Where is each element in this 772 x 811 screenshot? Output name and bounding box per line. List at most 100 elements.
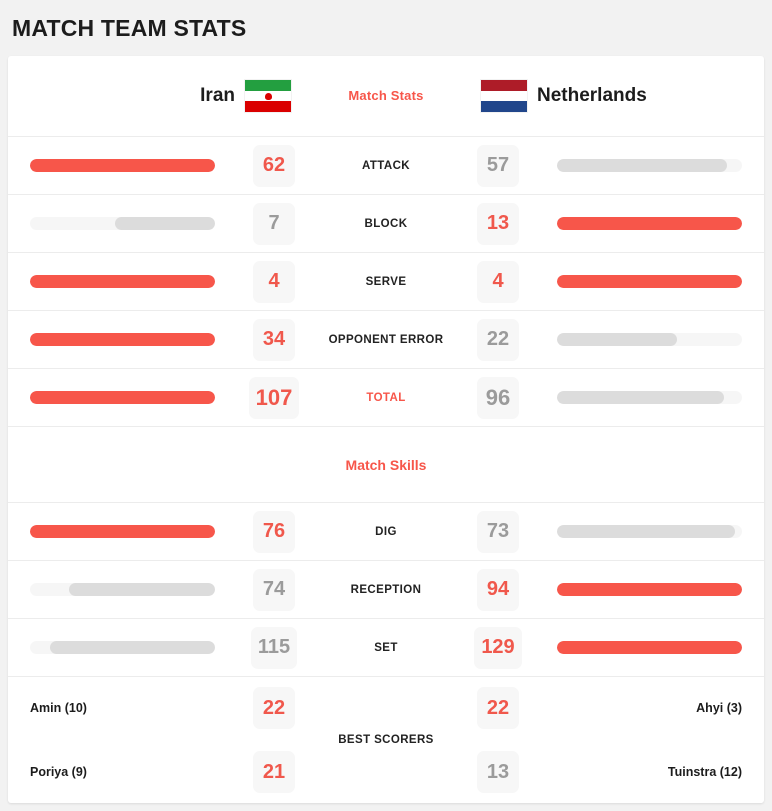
home-value-cell: 7 <box>237 202 311 245</box>
match-stats-label: Match Stats <box>348 88 424 103</box>
home-bar-cell <box>8 641 237 654</box>
stats-card: Iran Match Stats Netherlands 62 ATTACK 57 7… <box>8 56 764 803</box>
teams-header: Iran Match Stats Netherlands <box>8 56 764 137</box>
home-bar-cell <box>8 583 237 596</box>
away-bar-fill <box>557 391 724 404</box>
home-value-cell: 107 <box>237 376 311 419</box>
away-value-badge: 13 <box>477 202 519 245</box>
home-value-cell: 34 <box>237 318 311 361</box>
home-value-cell: 115 <box>237 626 311 669</box>
best-scorers-row: Amin (10) Poriya (9) 22 21 BEST SCORERS 22 13 A… <box>8 677 764 803</box>
home-bar-fill <box>30 525 215 538</box>
away-value-cell: 129 <box>461 626 535 669</box>
away-value-cell: 73 <box>461 510 535 553</box>
match-stats-heading: Match Stats <box>291 87 481 105</box>
away-bar-track <box>557 391 742 404</box>
stat-row: 74 RECEPTION 94 <box>8 561 764 619</box>
stat-row: 7 BLOCK 13 <box>8 195 764 253</box>
home-bar-fill <box>50 641 215 654</box>
home-player-name: Amin (10) <box>30 701 87 715</box>
home-bar-track <box>30 275 215 288</box>
stat-row: 62 ATTACK 57 <box>8 137 764 195</box>
home-scorer-value-badge: 22 <box>253 687 295 729</box>
away-value-cell: 22 <box>461 318 535 361</box>
home-bar-track <box>30 217 215 230</box>
away-value-badge: 129 <box>474 626 522 669</box>
stat-row: 107 TOTAL 96 <box>8 369 764 427</box>
away-bar-track <box>557 333 742 346</box>
home-value-cell: 76 <box>237 510 311 553</box>
home-bar-cell <box>8 275 237 288</box>
away-bar-fill <box>557 525 735 538</box>
home-bar-track <box>30 159 215 172</box>
home-value-cell: 4 <box>237 260 311 303</box>
home-value-badge: 115 <box>250 626 298 669</box>
home-bar-fill <box>30 391 215 404</box>
stat-row: 34 OPPONENT ERROR 22 <box>8 311 764 369</box>
home-bar-fill <box>68 583 215 596</box>
away-value-badge: 96 <box>477 376 519 419</box>
home-value-badge: 74 <box>253 568 295 611</box>
away-bar-track <box>557 159 742 172</box>
away-value-badge: 22 <box>477 318 519 361</box>
home-bar-fill <box>30 333 215 346</box>
stat-row: 76 DIG 73 <box>8 503 764 561</box>
away-value-badge: 94 <box>477 568 519 611</box>
away-scorers: Ahyi (3) Tuinstra (12) <box>535 687 764 793</box>
away-bar-cell <box>535 641 764 654</box>
home-bar-cell <box>8 333 237 346</box>
home-team-header[interactable]: Iran <box>8 80 291 112</box>
home-team-name: Iran <box>200 85 235 106</box>
away-scorer-values: 22 13 <box>461 687 535 793</box>
away-team-name: Netherlands <box>537 85 647 106</box>
away-player-name: Tuinstra (12) <box>667 765 742 779</box>
home-value-cell: 62 <box>237 144 311 187</box>
stat-row: 4 SERVE 4 <box>8 253 764 311</box>
home-scorers: Amin (10) Poriya (9) <box>8 687 237 793</box>
away-value-cell: 57 <box>461 144 535 187</box>
home-bar-cell <box>8 391 237 404</box>
netherlands-flag-icon <box>481 80 527 112</box>
away-value-badge: 4 <box>477 260 519 303</box>
home-bar-fill <box>30 159 215 172</box>
home-player-name: Poriya (9) <box>30 765 87 779</box>
stat-label: OPPONENT ERROR <box>328 333 444 346</box>
away-bar-fill <box>557 159 728 172</box>
stat-row: 115 SET 129 <box>8 619 764 677</box>
home-scorer-value-badge: 21 <box>253 751 295 793</box>
page-title: MATCH TEAM STATS <box>12 14 247 41</box>
away-bar-cell <box>535 333 764 346</box>
home-bar-track <box>30 391 215 404</box>
away-bar-fill <box>557 583 742 596</box>
away-bar-cell <box>535 275 764 288</box>
best-scorers-label: BEST SCORERS <box>338 734 434 746</box>
away-bar-cell <box>535 217 764 230</box>
home-value-badge: 34 <box>253 318 295 361</box>
home-bar-track <box>30 333 215 346</box>
away-bar-track <box>557 525 742 538</box>
away-value-cell: 4 <box>461 260 535 303</box>
stat-label: SET <box>374 641 398 654</box>
home-bar-cell <box>8 217 237 230</box>
home-bar-fill <box>30 275 215 288</box>
match-skills-title: Match Skills <box>345 456 427 473</box>
stat-label: TOTAL <box>366 391 406 404</box>
page-title-bar: MATCH TEAM STATS <box>0 0 772 56</box>
stats-rows: 62 ATTACK 57 7 BLOCK 13 4 SERVE 4 34 OPPONENT ERRO… <box>8 137 764 803</box>
stat-label: BLOCK <box>364 217 408 230</box>
away-value-badge: 73 <box>477 510 519 553</box>
away-bar-cell <box>535 525 764 538</box>
home-value-badge: 4 <box>253 260 295 303</box>
away-scorer-value-badge: 22 <box>477 687 519 729</box>
stat-label: DIG <box>375 525 397 538</box>
away-bar-track <box>557 583 742 596</box>
home-value-badge: 62 <box>253 144 295 187</box>
home-value-badge: 76 <box>253 510 295 553</box>
away-bar-fill <box>557 333 678 346</box>
home-bar-cell <box>8 159 237 172</box>
away-team-header[interactable]: Netherlands <box>481 80 764 112</box>
stat-label: RECEPTION <box>350 583 422 596</box>
home-value-badge: 7 <box>253 202 295 245</box>
away-bar-fill <box>557 217 742 230</box>
